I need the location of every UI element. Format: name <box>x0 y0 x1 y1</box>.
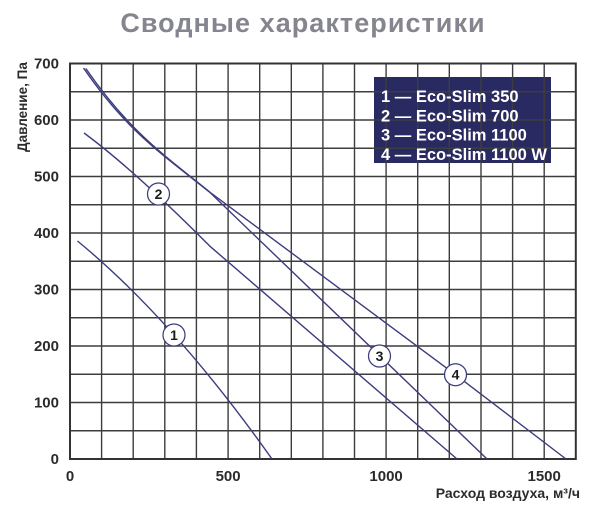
svg-text:1500: 1500 <box>528 468 561 485</box>
svg-text:100: 100 <box>34 395 59 412</box>
svg-text:3: 3 <box>376 348 384 364</box>
svg-text:Давление, Па: Давление, Па <box>15 62 30 152</box>
svg-text:Расход воздуха, м³/ч: Расход воздуха, м³/ч <box>436 485 580 501</box>
svg-text:Сводные характеристики: Сводные характеристики <box>120 8 485 38</box>
svg-text:1000: 1000 <box>369 468 402 485</box>
svg-text:0: 0 <box>66 468 74 485</box>
svg-text:0: 0 <box>51 451 59 468</box>
svg-text:3 — Eco-Slim 1100: 3 — Eco-Slim 1100 <box>381 127 527 145</box>
svg-text:4 — Eco-Slim 1100 W: 4 — Eco-Slim 1100 W <box>381 146 547 164</box>
svg-text:2: 2 <box>155 186 163 202</box>
svg-text:600: 600 <box>34 112 59 129</box>
svg-text:200: 200 <box>34 338 59 355</box>
svg-text:2 — Eco-Slim 700: 2 — Eco-Slim 700 <box>381 107 519 125</box>
svg-text:1 — Eco-Slim 350: 1 — Eco-Slim 350 <box>381 88 519 106</box>
svg-text:1: 1 <box>170 327 178 343</box>
svg-text:300: 300 <box>34 282 59 299</box>
svg-text:4: 4 <box>452 367 460 383</box>
svg-text:500: 500 <box>216 468 241 485</box>
svg-text:400: 400 <box>34 225 59 242</box>
svg-text:700: 700 <box>34 56 59 73</box>
svg-text:500: 500 <box>34 169 59 186</box>
